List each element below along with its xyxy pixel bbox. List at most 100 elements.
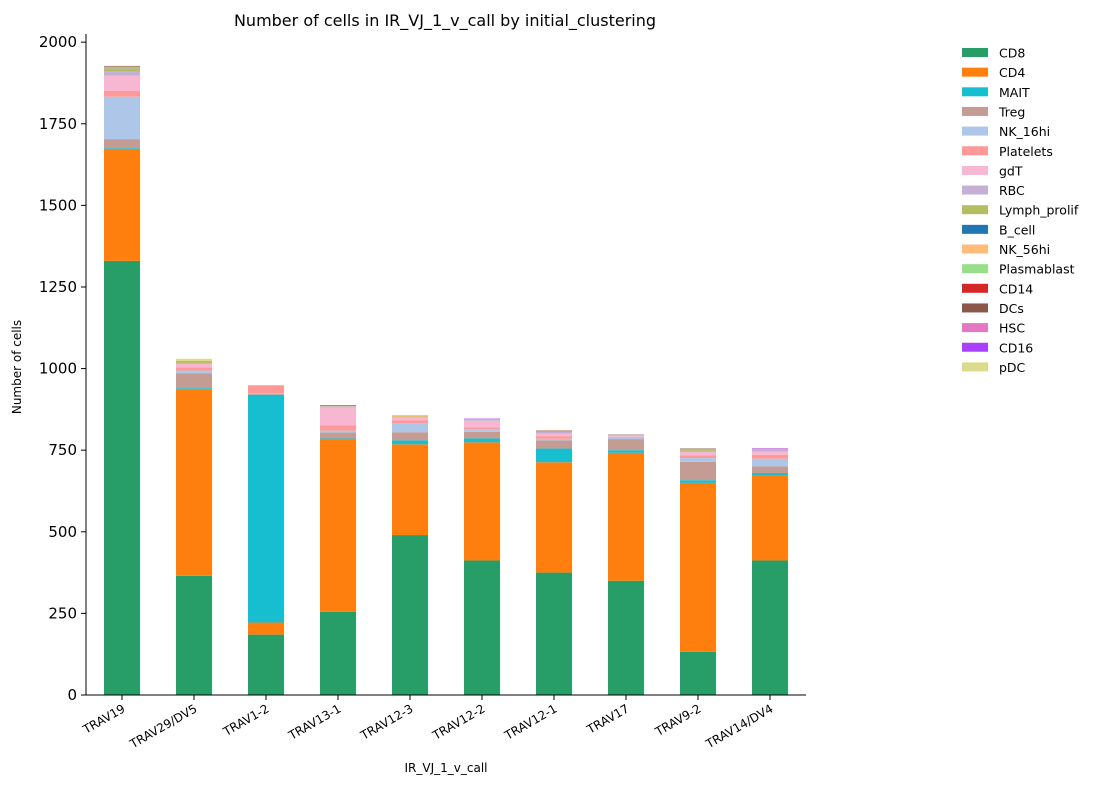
bar-segment-cd4-2 [248, 623, 284, 635]
bar-segment-cd4-3 [320, 439, 356, 611]
bar-segment-gdt-1 [176, 364, 212, 367]
bar-segment-cd8-4 [392, 535, 428, 695]
bar-segment-mait-5 [464, 438, 500, 442]
bar-segment-platelets-1 [176, 367, 212, 370]
bar-segment-platelets-9 [752, 455, 788, 459]
bar-segment-rbc-8 [680, 451, 716, 452]
bar-segment-cd8-7 [608, 581, 644, 695]
legend-swatch [962, 303, 988, 312]
legend-label: NK_16hi [999, 124, 1050, 139]
legend-swatch [962, 284, 988, 293]
bar-segment-rbc-0 [104, 72, 140, 76]
legend-swatch [962, 323, 988, 332]
bar-segment-cd8-0 [104, 261, 140, 695]
bar-segment-mait-7 [608, 450, 644, 453]
legend-swatch [962, 362, 988, 371]
bar-segment-mait-0 [104, 148, 140, 150]
bar-segment-gdt-7 [608, 436, 644, 437]
legend-label: Treg [998, 104, 1025, 119]
x-tick-label: TRAV1-2 [220, 701, 272, 739]
bar-segment-nk-16hi-4 [392, 423, 428, 432]
x-tick-label: TRAV17 [584, 701, 632, 737]
bar-segment-mait-1 [176, 388, 212, 389]
bar-segment-cd4-1 [176, 389, 212, 576]
y-tick-label: 0 [67, 686, 77, 704]
bar-segment-platelets-4 [392, 420, 428, 423]
legend: CD8 CD4 MAIT Treg NK_16hi Platelets gdT RBC Lymp… [962, 46, 1079, 375]
bar-segment-cd8-1 [176, 576, 212, 695]
legend-label: B_cell [999, 222, 1035, 237]
bar-segment-dcs-3 [320, 405, 356, 406]
bar-segment-platelets-0 [104, 91, 140, 97]
x-tick-label: TRAV19 [80, 701, 128, 737]
bar-segment-platelets-6 [536, 436, 572, 439]
x-tick-label: TRAV12-1 [501, 701, 559, 743]
bar-segment-nk-56hi-0 [104, 67, 140, 68]
x-tick-label: TRAV13-1 [285, 701, 343, 743]
bar-segment-cd4-6 [536, 462, 572, 572]
bar-segment-mait-4 [392, 440, 428, 444]
bar-segment-treg-4 [392, 432, 428, 440]
bar-segment-dcs-0 [104, 66, 140, 67]
bar-segment-treg-0 [104, 139, 140, 148]
bar-segment-rbc-9 [752, 450, 788, 452]
x-tick-label: TRAV12-2 [429, 701, 487, 743]
legend-label: MAIT [999, 85, 1030, 100]
bar-segment-platelets-3 [320, 425, 356, 430]
bar-segment-mait-8 [680, 480, 716, 483]
x-axis: TRAV19 TRAV29/DV5 TRAV1-2 TRAV13-1 TRAV12-3 T… [80, 695, 806, 752]
x-tick-label: TRAV9-2 [652, 701, 704, 739]
bar-segment-gdt-5 [464, 421, 500, 428]
bar-segment-pdc-1 [176, 359, 212, 361]
legend-swatch [962, 245, 988, 254]
legend-label: HSC [999, 321, 1025, 336]
x-tick-label: TRAV29/DV5 [127, 701, 200, 751]
y-tick-label: 1500 [39, 196, 77, 214]
y-axis-label: Number of cells [10, 320, 24, 414]
bar-segment-dcs-8 [680, 449, 716, 450]
bar-segment-nk-16hi-5 [464, 429, 500, 432]
legend-swatch [962, 205, 988, 214]
bar-segment-treg-6 [536, 440, 572, 448]
legend-swatch [962, 48, 988, 57]
bar-segment-nk-16hi-0 [104, 97, 140, 139]
y-tick-label: 1000 [39, 360, 77, 378]
bar-segment-gdt-9 [752, 451, 788, 454]
legend-swatch [962, 264, 988, 273]
x-tick-label: TRAV12-3 [357, 701, 415, 743]
bar-segment-cd4-8 [680, 483, 716, 652]
legend-swatch [962, 107, 988, 116]
bar-segment-nk-16hi-8 [680, 458, 716, 462]
bar-segment-lymph-prolif-8 [680, 450, 716, 451]
bar-segment-nk-56hi-4 [392, 416, 428, 417]
legend-label: DCs [999, 301, 1024, 316]
bar-segment-gdt-8 [680, 452, 716, 455]
bar-segment-gdt-4 [392, 418, 428, 421]
bar-segment-treg-7 [608, 439, 644, 450]
bar-segment-treg-2 [248, 394, 284, 395]
legend-label: Platelets [999, 144, 1053, 159]
bar-segment-cd4-7 [608, 453, 644, 581]
legend-swatch [962, 343, 988, 352]
bar-segment-nk-16hi-1 [176, 371, 212, 374]
bar-segment-platelets-7 [608, 437, 644, 438]
bar-segment-cd4-5 [464, 442, 500, 560]
y-tick-label: 250 [48, 604, 77, 622]
bar-segment-lymph-prolif-4 [392, 417, 428, 418]
bar-segment-lymph-prolif-0 [104, 69, 140, 72]
x-axis-label: IR_VJ_1_v_call [405, 761, 488, 775]
bar-segment-treg-8 [680, 462, 716, 480]
bar-segment-platelets-2 [248, 385, 284, 393]
legend-label: CD14 [999, 281, 1033, 296]
bar-segment-mait-6 [536, 449, 572, 463]
y-axis: 0 250 500 750 1000 1250 1500 1750 2000 [39, 33, 86, 704]
bar-segment-treg-9 [752, 467, 788, 474]
bar-segment-nk-56hi-1 [176, 361, 212, 362]
y-tick-label: 2000 [39, 33, 77, 51]
bar-segment-treg-5 [464, 432, 500, 439]
legend-label: CD4 [999, 65, 1025, 80]
bar-segment-lymph-prolif-1 [176, 362, 212, 363]
legend-label: CD8 [999, 46, 1025, 61]
bar-segment-cd4-0 [104, 150, 140, 261]
